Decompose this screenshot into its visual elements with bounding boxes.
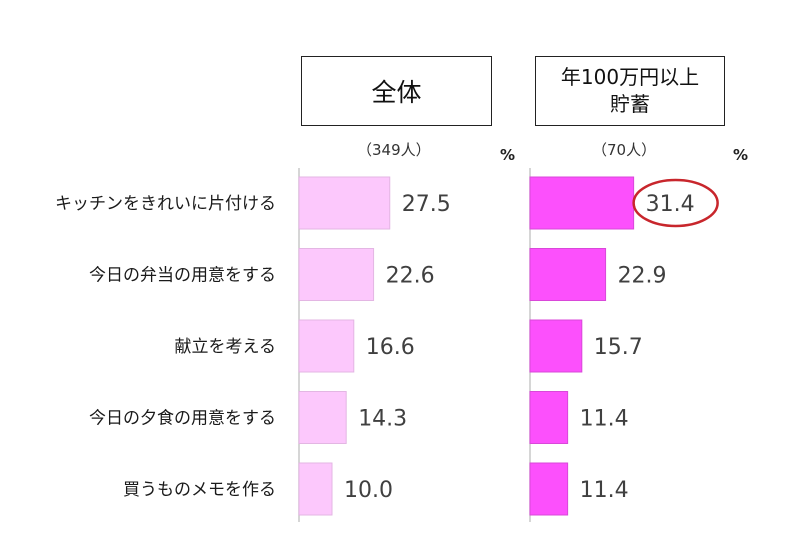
- data-label-series-0: 16.6: [366, 335, 415, 360]
- category-label: キッチンをきれいに片付ける: [55, 194, 276, 214]
- bar-series-1: [529, 176, 635, 230]
- category-label: 今日の夕食の用意をする: [89, 409, 276, 429]
- bar-series-0: [298, 391, 347, 444]
- sample-size-all: （349人）: [357, 141, 431, 159]
- data-label-series-1: 15.7: [594, 335, 643, 360]
- bar-series-0: [298, 462, 333, 516]
- data-label-series-1: 11.4: [580, 478, 629, 503]
- category-label: 買うものメモを作る: [123, 480, 276, 500]
- bar-series-0: [298, 176, 391, 230]
- data-label-series-1: 11.4: [580, 407, 629, 432]
- bar-series-1: [529, 462, 569, 516]
- bar-series-0: [298, 319, 355, 373]
- highlight-circle: [632, 178, 719, 228]
- bar-series-1: [529, 248, 607, 301]
- data-label-series-1: 22.9: [618, 264, 667, 289]
- data-label-series-0: 22.6: [386, 264, 435, 289]
- category-label: 今日の弁当の用意をする: [89, 266, 276, 286]
- bar-series-0: [298, 248, 375, 301]
- bar-series-1: [529, 319, 583, 373]
- sample-size-high-savings: （70人）: [592, 141, 657, 159]
- data-label-series-1: 31.4: [646, 192, 695, 217]
- data-label-series-0: 10.0: [344, 478, 393, 503]
- series-header-high-savings: 年100万円以上 貯蓄: [535, 56, 725, 126]
- bar-series-1: [529, 391, 569, 444]
- series-header-high-savings-line-1: 年100万円以上: [560, 65, 700, 89]
- category-label: 献立を考える: [175, 337, 277, 357]
- unit-label-high-savings: %: [733, 146, 749, 164]
- series-header-high-savings-line-2: 貯蓄: [610, 92, 650, 116]
- unit-label-all: %: [500, 146, 516, 164]
- data-label-series-0: 14.3: [358, 407, 407, 432]
- series-header-all-label: 全体: [371, 78, 422, 107]
- series-header-all: 全体: [301, 56, 492, 126]
- data-label-series-0: 27.5: [402, 192, 451, 217]
